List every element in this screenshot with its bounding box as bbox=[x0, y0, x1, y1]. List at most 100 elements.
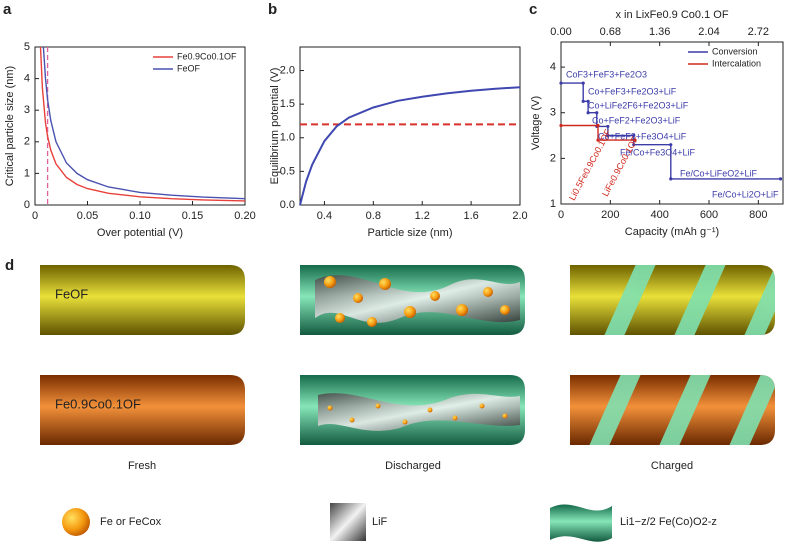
point bbox=[606, 124, 610, 129]
x-tick-label: 200 bbox=[601, 209, 619, 221]
point bbox=[632, 143, 636, 147]
x-tick-label: 1.6 bbox=[463, 210, 478, 222]
point bbox=[633, 138, 637, 142]
legend-swatch bbox=[62, 508, 90, 536]
rod bbox=[570, 265, 775, 335]
y-tick-label: 2 bbox=[550, 152, 556, 164]
y-tick-label: 0.5 bbox=[280, 165, 295, 177]
point bbox=[669, 177, 673, 181]
y-tick-label: 1.0 bbox=[280, 132, 295, 144]
row-label: FeOF bbox=[55, 286, 88, 301]
legend-label: Conversion bbox=[712, 46, 758, 56]
y-tick-label: 0.0 bbox=[280, 199, 295, 211]
legend-swatch bbox=[550, 504, 612, 542]
x2-tick-label: 0.00 bbox=[550, 26, 571, 38]
point bbox=[581, 99, 585, 103]
y-tick-label: 0 bbox=[24, 199, 30, 211]
x-tick-label: 0.4 bbox=[317, 210, 332, 222]
x-tick-label: 1.2 bbox=[415, 210, 430, 222]
y-tick-label: 4 bbox=[550, 61, 556, 73]
rod bbox=[40, 265, 245, 335]
point bbox=[581, 81, 585, 85]
y-tick-label: 5 bbox=[24, 41, 30, 53]
plot-frame bbox=[560, 41, 784, 205]
series-line bbox=[299, 86, 521, 206]
spiral bbox=[600, 265, 775, 335]
y-tick-label: 3 bbox=[550, 107, 556, 119]
x2-tick-label: 2.72 bbox=[748, 26, 769, 38]
y-axis-label: Voltage (V) bbox=[530, 96, 542, 150]
panel-label: d bbox=[5, 257, 14, 274]
x2-tick-label: 1.36 bbox=[649, 26, 670, 38]
x-axis-label: Capacity (mAh g⁻¹) bbox=[625, 226, 719, 238]
y-axis-label: Equilibrium potential (V) bbox=[269, 68, 281, 185]
x-axis-label: Over potential (V) bbox=[97, 227, 183, 239]
point bbox=[632, 133, 636, 138]
x-tick-label: 0.05 bbox=[77, 210, 98, 222]
point bbox=[596, 138, 600, 142]
lif-band bbox=[315, 275, 520, 323]
x-tick-label: 0.20 bbox=[234, 210, 255, 222]
x-tick-label: 600 bbox=[700, 209, 718, 221]
annotation: Fe/Co+Fe3O4+LiF bbox=[620, 147, 696, 157]
point bbox=[669, 143, 673, 147]
y-axis-label: Critical particle size (nm) bbox=[4, 66, 16, 186]
point bbox=[586, 111, 590, 115]
y-tick-label: 3 bbox=[24, 104, 30, 116]
x-tick-label: 0.10 bbox=[129, 210, 150, 222]
legend-label: Intercalation bbox=[712, 58, 761, 68]
annotation: Co+FeF2+Fe2O3+LiF bbox=[592, 115, 681, 125]
series-line bbox=[561, 124, 635, 141]
y-tick-label: 1.5 bbox=[280, 98, 295, 110]
x2-tick-label: 2.04 bbox=[698, 26, 719, 38]
row-label: Fe0.9Co0.1OF bbox=[55, 396, 141, 411]
column-label: Charged bbox=[651, 460, 693, 472]
particles bbox=[324, 276, 510, 425]
point bbox=[778, 177, 783, 181]
legend-label: Li1−z/2 Fe(Co)O2-z bbox=[620, 516, 717, 528]
point bbox=[559, 81, 563, 85]
x2-tick-label: 0.68 bbox=[600, 26, 621, 38]
annotation: Co+FeF3+Fe2O3+LiF bbox=[588, 86, 677, 96]
annotation: Co+LiFe2F6+Fe2O3+LiF bbox=[588, 100, 689, 110]
point bbox=[606, 133, 610, 138]
column-label: Fresh bbox=[128, 460, 156, 472]
y-tick-label: 4 bbox=[24, 73, 30, 85]
series-line bbox=[42, 46, 246, 200]
panel-label: b bbox=[268, 1, 277, 18]
legend-label: Fe0.9Co0.1OF bbox=[177, 51, 237, 61]
legend-swatch bbox=[330, 503, 366, 541]
plot-frame bbox=[299, 46, 521, 206]
point bbox=[595, 111, 599, 115]
plot-frame bbox=[34, 46, 246, 206]
column-label: Discharged bbox=[385, 460, 441, 472]
annotation: Fe/Co+Li2O+LiF bbox=[712, 189, 779, 199]
y-tick-label: 1 bbox=[550, 198, 556, 210]
rod bbox=[40, 375, 245, 445]
panel-label: a bbox=[3, 1, 12, 18]
annotation: CoF3+FeF3+Fe2O3 bbox=[566, 69, 647, 79]
point bbox=[559, 123, 563, 128]
point bbox=[596, 123, 600, 128]
x-tick-label: 0.15 bbox=[182, 210, 203, 222]
legend-label: FeOF bbox=[177, 63, 201, 73]
y-tick-label: 2 bbox=[24, 136, 30, 148]
legend-label: Fe or FeCox bbox=[100, 516, 162, 528]
x-tick-label: 0.8 bbox=[366, 210, 381, 222]
spiral bbox=[585, 375, 775, 445]
x-tick-label: 0 bbox=[32, 210, 38, 222]
y-tick-label: 1 bbox=[24, 167, 30, 179]
lif-band bbox=[318, 393, 520, 431]
annotation: Fe/Co+LiFeO2+LiF bbox=[680, 168, 758, 178]
panel-d: d FeOF Fe0.9Co0.1OF Fresh Discharged Cha… bbox=[5, 257, 775, 542]
x-tick-label: 2.0 bbox=[512, 210, 527, 222]
panel-label: c bbox=[529, 1, 537, 18]
x-tick-label: 400 bbox=[650, 209, 668, 221]
y-tick-label: 2.0 bbox=[280, 64, 295, 76]
point bbox=[586, 99, 590, 103]
x-tick-label: 800 bbox=[749, 209, 767, 221]
x-axis-label: Particle size (nm) bbox=[368, 227, 453, 239]
legend-label: LiF bbox=[372, 516, 388, 528]
series-line bbox=[39, 46, 246, 202]
